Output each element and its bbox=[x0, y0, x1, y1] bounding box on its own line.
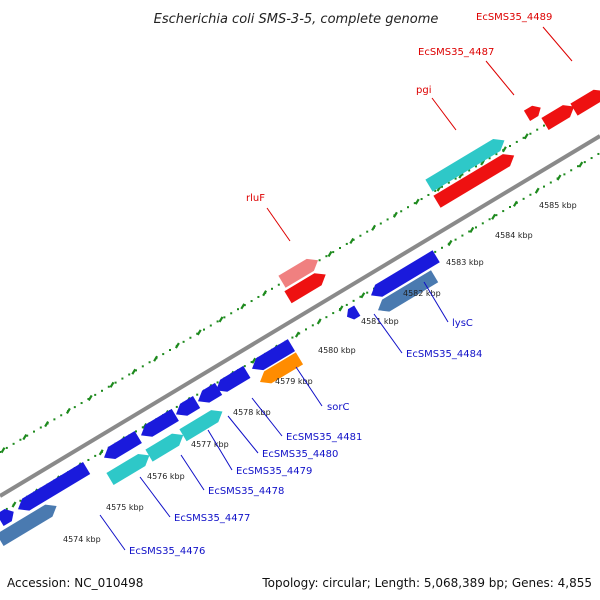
gene-label-EcSMS35_4484: EcSMS35_4484 bbox=[406, 349, 482, 360]
gene-label-sorC: sorC bbox=[327, 402, 349, 413]
gene-4480-cyan-arrow[interactable] bbox=[179, 410, 223, 442]
leader-EcSMS35_4476 bbox=[99, 514, 126, 551]
scale-labels: 4574 kbp 4575 kbp 4576 kbp 4577 kbp 4578 kbp… bbox=[63, 201, 577, 544]
gene-pgi-arrow[interactable] bbox=[425, 138, 505, 192]
gene-4487-adjacent-red-arrow[interactable] bbox=[433, 154, 515, 208]
leader-lysC bbox=[423, 281, 449, 323]
gene-label-EcSMS35_4479: EcSMS35_4479 bbox=[236, 466, 312, 477]
gene-4483-blue-arrow[interactable] bbox=[252, 339, 296, 371]
gene-lysC-arrow[interactable] bbox=[378, 270, 439, 312]
gene-4487-arrow[interactable] bbox=[541, 105, 575, 131]
gene-4479-adjacent-blue-arrow[interactable] bbox=[141, 408, 179, 437]
gene-rlu-red-arrow[interactable] bbox=[284, 273, 326, 304]
map-title: Escherichia coli SMS-3-5, complete genom… bbox=[154, 12, 439, 27]
gene-4478-arrow[interactable] bbox=[104, 431, 142, 459]
gene-4481-arrow[interactable] bbox=[198, 382, 223, 403]
leader-EcSMS35_4489 bbox=[542, 26, 573, 62]
gene-label-rluF: rluF bbox=[246, 193, 265, 204]
leader-EcSMS35_4484 bbox=[373, 313, 403, 354]
scale-label-4574: 4574 kbp bbox=[63, 535, 101, 544]
gene-small-blue-arrow[interactable] bbox=[347, 305, 361, 320]
leader-EcSMS35_4477 bbox=[139, 476, 171, 518]
scale-label-4585: 4585 kbp bbox=[539, 201, 577, 210]
leader-pgi bbox=[431, 97, 457, 131]
gene-4479-arrow[interactable] bbox=[145, 433, 184, 462]
leader-EcSMS35_4480 bbox=[227, 415, 259, 454]
gene-label-pgi: pgi bbox=[416, 85, 431, 96]
gene-label-lysC: lysC bbox=[452, 318, 473, 329]
gene-4480-arrow[interactable] bbox=[176, 396, 201, 416]
gene-edge-blue-arrow[interactable] bbox=[0, 509, 14, 527]
gene-features[interactable] bbox=[0, 89, 600, 547]
scale-label-4576: 4576 kbp bbox=[147, 472, 185, 481]
gene-4477-arrow[interactable] bbox=[106, 453, 150, 486]
scale-label-4583: 4583 kbp bbox=[446, 258, 484, 267]
topology-summary: Topology: circular; Length: 5,068,389 bp… bbox=[261, 576, 592, 590]
gene-label-EcSMS35_4481: EcSMS35_4481 bbox=[286, 432, 362, 443]
accession-text: Accession: NC_010498 bbox=[7, 576, 143, 590]
scale-label-4584: 4584 kbp bbox=[495, 231, 533, 240]
scale-label-4577: 4577 kbp bbox=[191, 440, 229, 449]
gene-label-leaders bbox=[99, 26, 573, 551]
gene-4482-blue-arrow[interactable] bbox=[216, 365, 251, 392]
gene-sorC-arrow[interactable] bbox=[260, 352, 304, 384]
leader-EcSMS35_4478 bbox=[180, 454, 205, 491]
scale-label-4579: 4579 kbp bbox=[275, 377, 313, 386]
gene-label-EcSMS35_4478: EcSMS35_4478 bbox=[208, 486, 284, 497]
leader-sorC bbox=[295, 366, 323, 407]
gene-4489-arrow[interactable] bbox=[570, 89, 600, 116]
genome-backbone bbox=[0, 134, 600, 498]
gene-4477-left-blue-arrow[interactable] bbox=[18, 462, 91, 511]
gene-4476-arrow[interactable] bbox=[0, 504, 57, 547]
scale-label-4578: 4578 kbp bbox=[233, 408, 271, 417]
leader-EcSMS35_4479 bbox=[207, 429, 233, 471]
gene-label-EcSMS35_4489: EcSMS35_4489 bbox=[476, 12, 552, 23]
scale-label-4575: 4575 kbp bbox=[106, 503, 144, 512]
gene-label-EcSMS35_4476: EcSMS35_4476 bbox=[129, 546, 205, 557]
gene-label-EcSMS35_4487: EcSMS35_4487 bbox=[418, 47, 494, 58]
gene-rluF-arrow[interactable] bbox=[278, 258, 319, 288]
leader-EcSMS35_4481 bbox=[251, 397, 283, 437]
gene-4484-arrow[interactable] bbox=[371, 250, 440, 297]
leader-EcSMS35_4487 bbox=[485, 60, 515, 96]
gene-label-EcSMS35_4480: EcSMS35_4480 bbox=[262, 449, 338, 460]
gene-small-red-arrow[interactable] bbox=[523, 105, 541, 121]
scale-label-4580: 4580 kbp bbox=[318, 346, 356, 355]
gene-label-EcSMS35_4477: EcSMS35_4477 bbox=[174, 513, 250, 524]
leader-rluF bbox=[266, 207, 291, 242]
scale-label-4582: 4582 kbp bbox=[403, 289, 441, 298]
gene-labels: rluF pgi EcSMS35_4487 EcSMS35_4489 EcSMS35_4… bbox=[129, 12, 552, 557]
backbone-line bbox=[0, 134, 600, 498]
